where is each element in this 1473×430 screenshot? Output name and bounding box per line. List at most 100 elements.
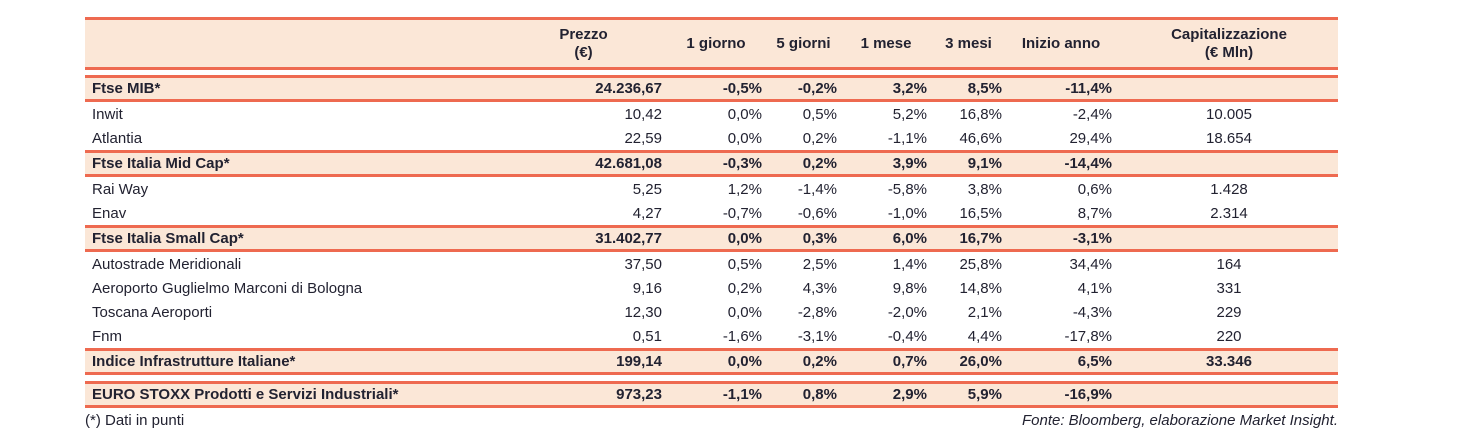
cell-prezzo: 22,59	[624, 129, 662, 147]
index-row: Ftse MIB* 24.236,67 -0,5% -0,2% 3,2% 8,5…	[85, 75, 1338, 102]
cell-1-mese: 5,2%	[892, 105, 927, 123]
cell-prezzo: 0,51	[632, 327, 662, 345]
column-header-prezzo: Prezzo (€)	[559, 25, 608, 61]
column-header-capitalizzazione: Capitalizzazione (€ Mln)	[1171, 25, 1287, 61]
cell-capitalizzazione: 164	[1216, 255, 1242, 273]
cell-name: Ftse Italia Mid Cap*	[92, 155, 230, 172]
cell-prezzo: 199,14	[616, 353, 662, 370]
cell-1-mese: -1,0%	[887, 204, 927, 222]
cell-1-giorno: -0,3%	[722, 155, 762, 172]
cell-1-giorno: 0,5%	[727, 255, 762, 273]
cell-5-giorni: 0,2%	[802, 353, 837, 370]
cell-1-mese: 6,0%	[892, 230, 927, 247]
cell-inizio-anno: -14,4%	[1064, 155, 1112, 172]
footnote-dati-in-punti: (*) Dati in punti	[85, 412, 185, 429]
cell-prezzo: 42.681,08	[595, 155, 662, 172]
cell-5-giorni: -0,2%	[797, 80, 837, 97]
cell-1-mese: 2,9%	[892, 386, 927, 403]
table-header-row: Prezzo (€) 1 giorno 5 giorni 1 mese 3 me…	[85, 17, 1338, 70]
column-header-1-giorno: 1 giorno	[686, 34, 746, 52]
index-row: EURO STOXX Prodotti e Servizi Industrial…	[85, 381, 1338, 408]
stock-row: Rai Way 5,25 1,2% -1,4% -5,8% 3,8% 0,6% …	[85, 177, 1338, 201]
cell-name: Toscana Aeroporti	[92, 303, 213, 321]
cell-capitalizzazione: 10.005	[1206, 105, 1252, 123]
cell-name: Ftse Italia Small Cap*	[92, 230, 244, 247]
cell-inizio-anno: 6,5%	[1077, 353, 1112, 370]
cell-inizio-anno: -4,3%	[1072, 303, 1112, 321]
stock-row: Enav 4,27 -0,7% -0,6% -1,0% 16,5% 8,7% 2…	[85, 201, 1338, 225]
column-header-5-giorni: 5 giorni	[776, 34, 831, 52]
cell-5-giorni: -1,4%	[797, 180, 837, 198]
cell-5-giorni: 0,2%	[802, 155, 837, 172]
cell-name: Aeroporto Guglielmo Marconi di Bologna	[92, 279, 363, 297]
cell-inizio-anno: -3,1%	[1072, 230, 1112, 247]
cell-prezzo: 4,27	[632, 204, 662, 222]
table-footer: (*) Dati in punti Fonte: Bloomberg, elab…	[85, 408, 1338, 430]
cell-capitalizzazione: 18.654	[1206, 129, 1252, 147]
cell-5-giorni: -0,6%	[797, 204, 837, 222]
column-header-1-mese: 1 mese	[860, 34, 912, 52]
cell-3-mesi: 16,8%	[959, 105, 1002, 123]
index-row: Indice Infrastrutture Italiane* 199,14 0…	[85, 348, 1338, 375]
cell-5-giorni: 0,5%	[802, 105, 837, 123]
cell-5-giorni: -3,1%	[797, 327, 837, 345]
cell-1-mese: -0,4%	[887, 327, 927, 345]
cell-1-giorno: -1,6%	[722, 327, 762, 345]
cell-1-mese: 0,7%	[892, 353, 927, 370]
cell-5-giorni: 4,3%	[802, 279, 837, 297]
cell-inizio-anno: 4,1%	[1077, 279, 1112, 297]
cell-name: Indice Infrastrutture Italiane*	[92, 353, 296, 370]
stock-row: Autostrade Meridionali 37,50 0,5% 2,5% 1…	[85, 252, 1338, 276]
cell-3-mesi: 9,1%	[967, 155, 1002, 172]
cell-1-mese: 3,9%	[892, 155, 927, 172]
cell-3-mesi: 25,8%	[959, 255, 1002, 273]
cell-inizio-anno: 8,7%	[1077, 204, 1112, 222]
cell-name: Rai Way	[92, 180, 149, 198]
cell-3-mesi: 14,8%	[959, 279, 1002, 297]
cell-inizio-anno: 0,6%	[1077, 180, 1112, 198]
column-header-3-mesi: 3 mesi	[945, 34, 992, 52]
cell-1-mese: 9,8%	[892, 279, 927, 297]
cell-prezzo: 31.402,77	[595, 230, 662, 247]
cell-name: Autostrade Meridionali	[92, 255, 242, 273]
cell-1-mese: 3,2%	[892, 80, 927, 97]
stock-row: Fnm 0,51 -1,6% -3,1% -0,4% 4,4% -17,8% 2…	[85, 324, 1338, 348]
cell-capitalizzazione: 229	[1216, 303, 1242, 321]
cell-inizio-anno: 34,4%	[1069, 255, 1112, 273]
cell-3-mesi: 3,8%	[967, 180, 1002, 198]
stock-row: Toscana Aeroporti 12,30 0,0% -2,8% -2,0%…	[85, 300, 1338, 324]
cell-3-mesi: 16,7%	[959, 230, 1002, 247]
stock-row: Inwit 10,42 0,0% 0,5% 5,2% 16,8% -2,4% 1…	[85, 102, 1338, 126]
cell-5-giorni: -2,8%	[797, 303, 837, 321]
cell-prezzo: 5,25	[632, 180, 662, 198]
index-row: Ftse Italia Small Cap* 31.402,77 0,0% 0,…	[85, 225, 1338, 252]
source-note: Fonte: Bloomberg, elaborazione Market In…	[1021, 412, 1338, 429]
cell-1-giorno: 0,0%	[727, 303, 762, 321]
cell-name: Fnm	[92, 327, 122, 345]
cell-1-mese: -2,0%	[887, 303, 927, 321]
column-header-inizio-anno: Inizio anno	[1021, 34, 1101, 52]
cell-1-giorno: 1,2%	[727, 180, 762, 198]
stock-row: Atlantia 22,59 0,0% 0,2% -1,1% 46,6% 29,…	[85, 126, 1338, 150]
cell-inizio-anno: -2,4%	[1072, 105, 1112, 123]
cell-prezzo: 9,16	[632, 279, 662, 297]
cell-5-giorni: 2,5%	[802, 255, 837, 273]
cell-3-mesi: 8,5%	[967, 80, 1002, 97]
cell-1-giorno: 0,0%	[727, 353, 762, 370]
index-row: Ftse Italia Mid Cap* 42.681,08 -0,3% 0,2…	[85, 150, 1338, 177]
cell-name: EURO STOXX Prodotti e Servizi Industrial…	[92, 386, 399, 403]
cell-capitalizzazione: 331	[1216, 279, 1242, 297]
cell-3-mesi: 26,0%	[959, 353, 1002, 370]
cell-capitalizzazione: 220	[1216, 327, 1242, 345]
cell-capitalizzazione: 1.428	[1210, 180, 1248, 198]
cell-1-giorno: 0,2%	[727, 279, 762, 297]
cell-name: Enav	[92, 204, 127, 222]
cell-3-mesi: 4,4%	[967, 327, 1002, 345]
cell-capitalizzazione: 2.314	[1210, 204, 1248, 222]
cell-5-giorni: 0,3%	[802, 230, 837, 247]
cell-name: Ftse MIB*	[92, 80, 161, 97]
cell-1-giorno: 0,0%	[727, 105, 762, 123]
cell-prezzo: 24.236,67	[595, 80, 662, 97]
cell-5-giorni: 0,2%	[802, 129, 837, 147]
cell-prezzo: 10,42	[624, 105, 662, 123]
